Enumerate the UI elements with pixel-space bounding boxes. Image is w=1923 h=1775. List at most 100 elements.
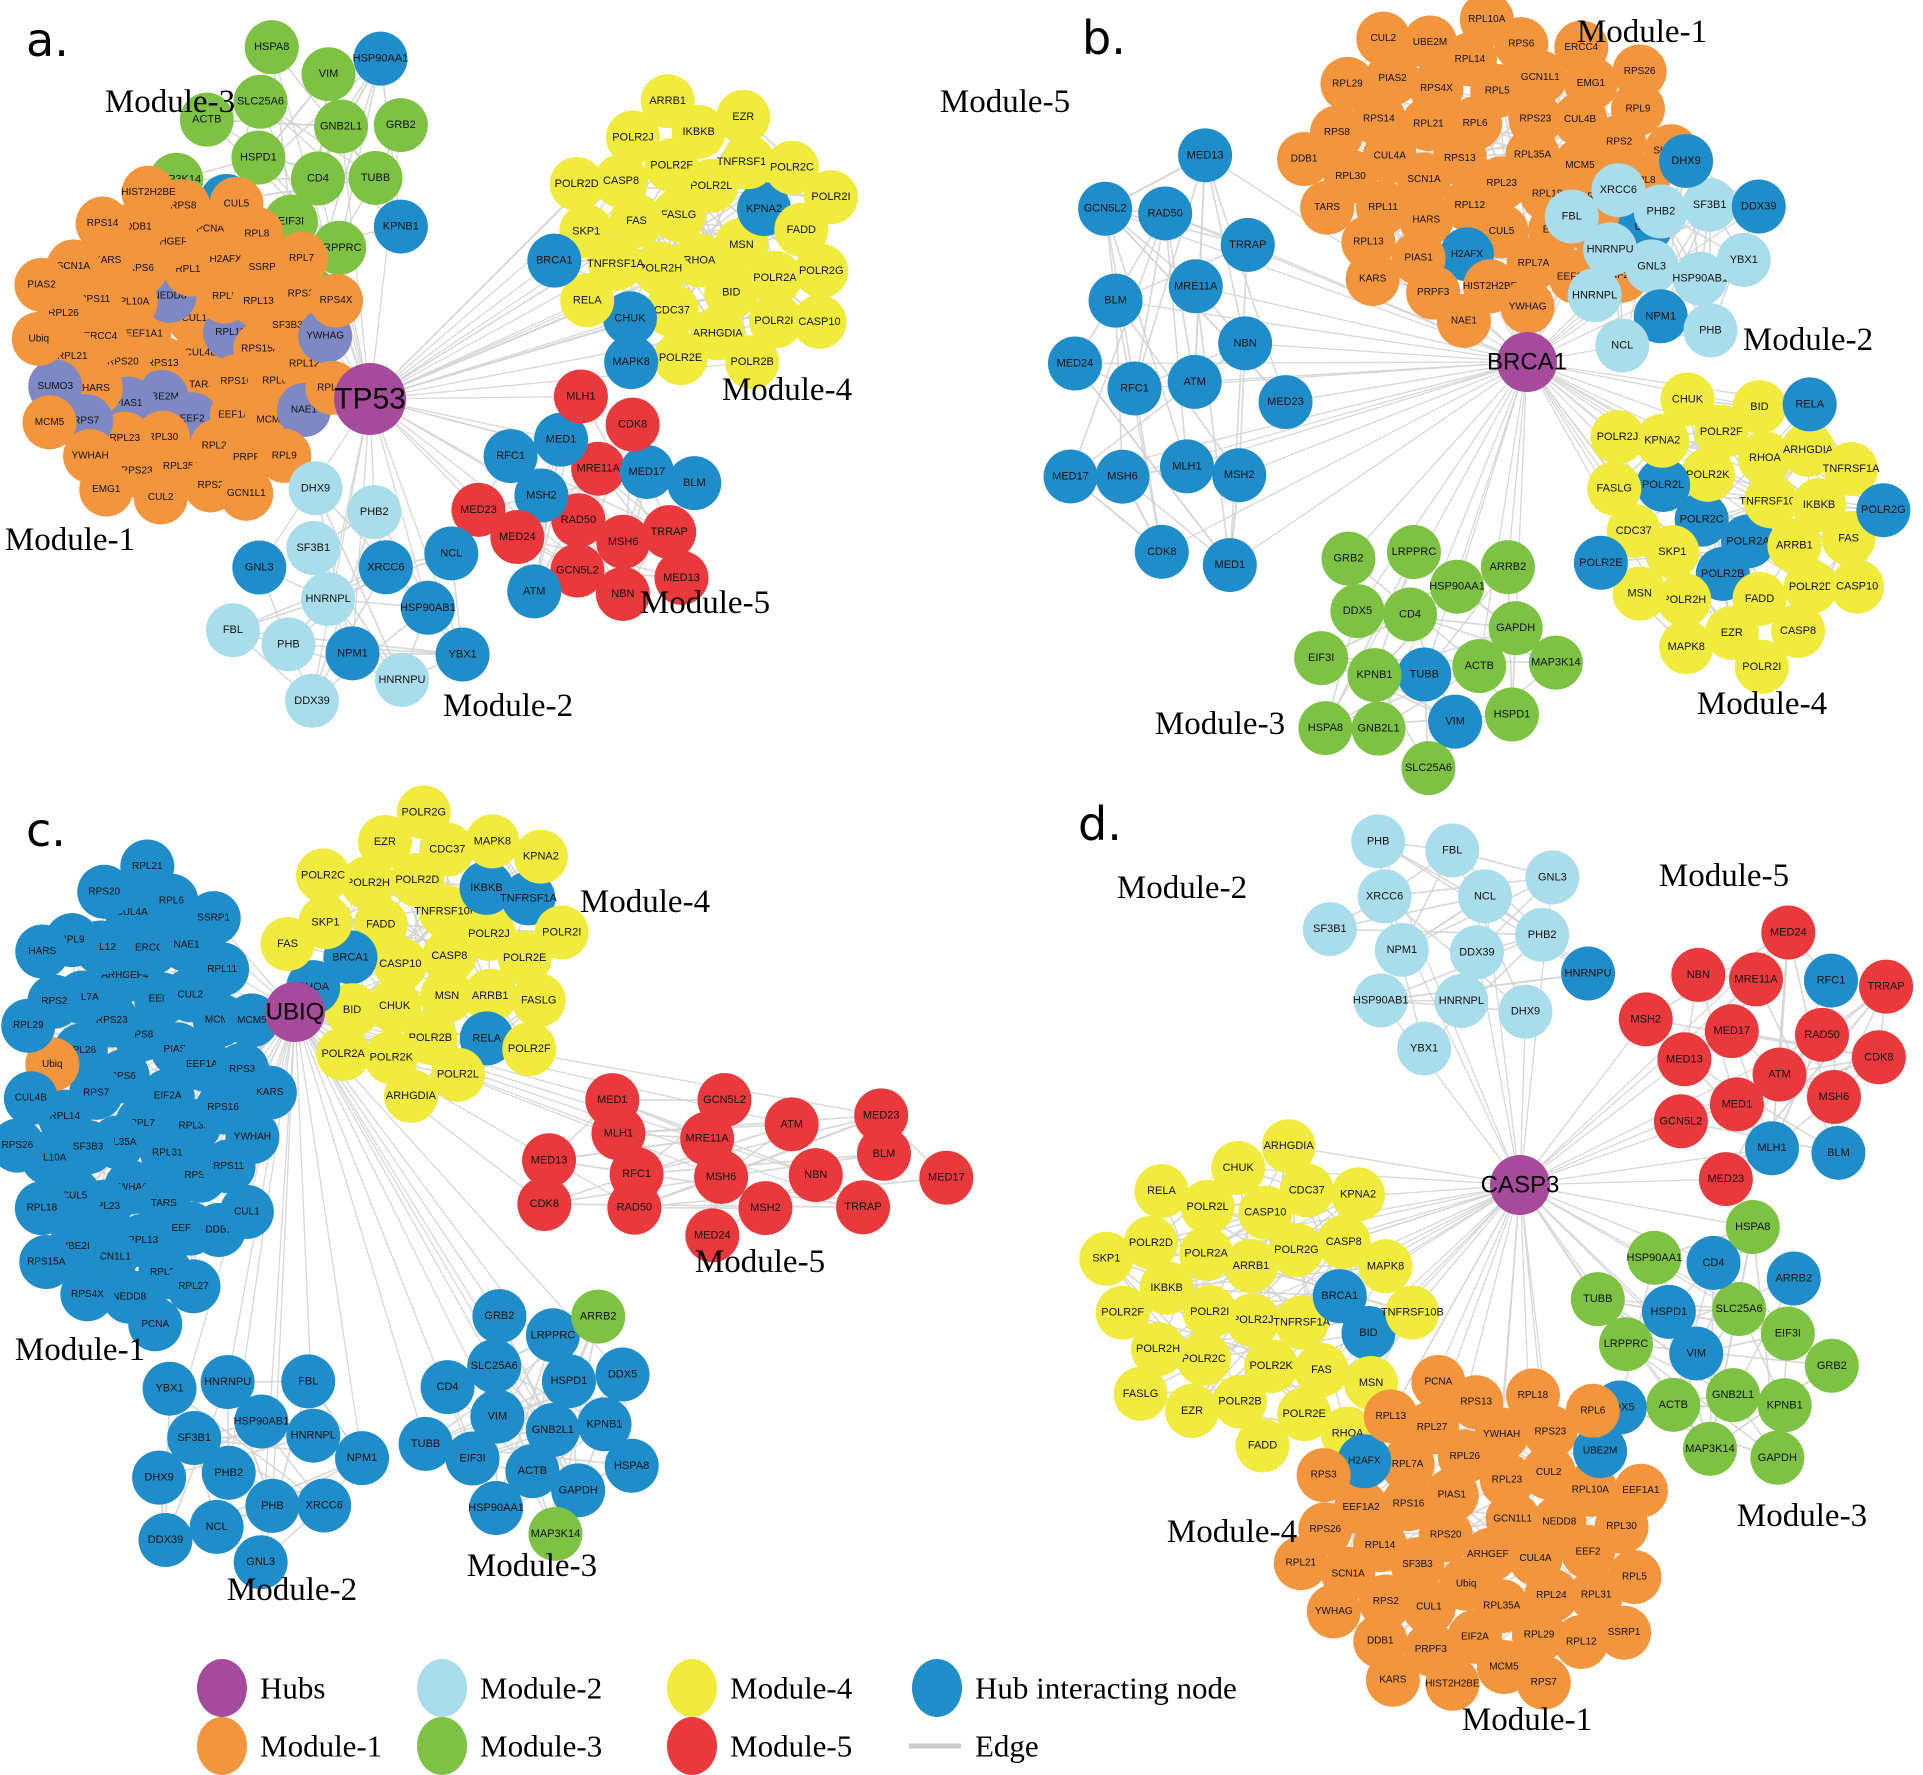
node-MAPK8[interactable]: MAPK8 — [1358, 1239, 1413, 1294]
node-circle-LRPPRC[interactable] — [1386, 525, 1441, 580]
node-circle-KPNB1[interactable] — [1757, 1378, 1812, 1433]
node-HSPD1[interactable]: HSPD1 — [1484, 687, 1539, 742]
node-POLR2J[interactable]: POLR2J — [1590, 410, 1645, 465]
node-circle-GCN5L2[interactable] — [1078, 181, 1133, 236]
node-circle-POLR2J[interactable] — [1225, 1293, 1280, 1348]
node-GCN5L2[interactable]: GCN5L2 — [1653, 1094, 1708, 1149]
node-circle-CDC37[interactable] — [644, 283, 699, 338]
node-CUL1[interactable]: CUL1 — [219, 1184, 274, 1239]
node-circle-CHUK[interactable] — [367, 979, 422, 1034]
node-EZR[interactable]: EZR — [716, 89, 771, 144]
node-MSH2[interactable]: MSH2 — [1618, 992, 1673, 1047]
node-HNRNPL[interactable]: HNRNPL — [1434, 974, 1489, 1029]
node-BID[interactable]: BID — [1732, 380, 1787, 435]
node-circle-RELA[interactable] — [1134, 1164, 1189, 1219]
node-circle-ACTB[interactable] — [179, 92, 234, 147]
hub-circle-BRCA1[interactable] — [1497, 332, 1557, 392]
node-CASP10[interactable]: CASP10 — [792, 294, 847, 349]
node-MLH1[interactable]: MLH1 — [1745, 1121, 1800, 1176]
node-SSRP1[interactable]: SSRP1 — [1597, 1605, 1652, 1660]
node-KPNB1[interactable]: KPNB1 — [373, 199, 428, 254]
node-circle-MED13[interactable] — [654, 550, 709, 605]
node-circle-RPS26[interactable] — [0, 1118, 45, 1173]
node-circle-NBN[interactable] — [1218, 316, 1273, 371]
node-circle-SLC25A6[interactable] — [1401, 741, 1456, 796]
node-circle-GAPDH[interactable] — [1488, 601, 1543, 656]
node-circle-POLR2G[interactable] — [396, 785, 451, 840]
node-circle-MRE11A[interactable] — [1729, 952, 1784, 1007]
node-circle-HSPA8[interactable] — [1725, 1200, 1780, 1255]
node-circle-CDK8[interactable] — [1134, 524, 1189, 579]
node-circle-KARS[interactable] — [242, 1065, 297, 1120]
node-circle-MED24[interactable] — [490, 510, 545, 565]
node-circle-RELA[interactable] — [459, 1011, 514, 1066]
node-circle-POLR2B[interactable] — [725, 335, 780, 390]
node-POLR2G[interactable]: POLR2G — [794, 244, 849, 299]
node-FBL[interactable]: FBL — [281, 1354, 336, 1409]
node-circle-ATM[interactable] — [1167, 354, 1222, 409]
node-circle-RAD50[interactable] — [1795, 1007, 1850, 1062]
node-circle-RPL29[interactable] — [1, 998, 56, 1053]
node-TUBB[interactable]: TUBB — [348, 150, 403, 205]
node-circle-MAP3K14[interactable] — [528, 1506, 583, 1561]
node-circle-GCN1L1[interactable] — [219, 466, 274, 521]
node-circle-GCN5L2[interactable] — [1653, 1094, 1708, 1149]
node-circle-DHX9[interactable] — [1659, 133, 1714, 188]
node-circle-FBL[interactable] — [205, 603, 260, 658]
node-MED13[interactable]: MED13 — [1178, 128, 1233, 183]
node-circle-TUBB[interactable] — [398, 1416, 453, 1471]
hub-circle-UBIQ[interactable] — [265, 982, 325, 1042]
node-circle-VIM[interactable] — [1669, 1326, 1724, 1381]
node-LRPPRC[interactable]: LRPPRC — [1599, 1317, 1654, 1372]
node-circle-CD4[interactable] — [420, 1360, 475, 1415]
node-circle-CUL5[interactable] — [209, 176, 264, 231]
node-circle-LRPPRC[interactable] — [525, 1308, 580, 1363]
node-circle-MSH2[interactable] — [1212, 448, 1267, 503]
node-circle-POLR2I[interactable] — [534, 905, 589, 960]
node-circle-RPS16[interactable] — [1381, 1477, 1436, 1532]
node-VIM[interactable]: VIM — [1428, 694, 1483, 749]
node-circle-FASLG[interactable] — [1587, 461, 1642, 516]
node-FBL[interactable]: FBL — [205, 603, 260, 658]
node-circle-POLR2E[interactable] — [653, 331, 708, 386]
node-circle-IKBKB[interactable] — [459, 860, 514, 915]
node-circle-NPM1[interactable] — [1374, 922, 1429, 977]
node-circle-RELA[interactable] — [1782, 377, 1837, 432]
node-circle-LRPPRC[interactable] — [1599, 1317, 1654, 1372]
node-circle-MED17[interactable] — [619, 444, 674, 499]
node-KARS[interactable]: KARS — [1345, 252, 1400, 307]
node-RELA[interactable]: RELA — [1782, 377, 1837, 432]
node-circle-TUBB[interactable] — [1397, 647, 1452, 702]
node-circle-RPL13[interactable] — [1363, 1389, 1418, 1444]
node-EIF3I[interactable]: EIF3I — [1294, 631, 1349, 686]
node-UBE2M[interactable]: UBE2M — [1403, 15, 1458, 70]
node-circle-FADD[interactable] — [1235, 1418, 1290, 1473]
node-circle-NAE1[interactable] — [1436, 293, 1491, 348]
node-circle-PCNA[interactable] — [128, 1297, 183, 1352]
node-GCN5L2[interactable]: GCN5L2 — [697, 1073, 752, 1128]
node-circle-RPL27[interactable] — [166, 1259, 221, 1314]
node-circle-PHB2[interactable] — [1515, 907, 1570, 962]
node-NBN[interactable]: NBN — [1218, 316, 1273, 371]
node-circle-TRRAP[interactable] — [836, 1180, 891, 1235]
node-circle-KPNB1[interactable] — [1347, 648, 1402, 703]
node-circle-MSH6[interactable] — [1806, 1069, 1861, 1124]
node-NCL[interactable]: NCL — [1457, 869, 1512, 924]
node-CUL4B[interactable]: CUL4B — [3, 1071, 58, 1126]
node-YBX1[interactable]: YBX1 — [1716, 232, 1771, 287]
node-RPL18[interactable]: RPL18 — [1505, 1368, 1560, 1423]
node-circle-RPL7[interactable] — [274, 231, 329, 286]
node-circle-FAS[interactable] — [260, 916, 315, 971]
node-circle-HNRNPU[interactable] — [200, 1354, 255, 1409]
node-circle-UBE2M[interactable] — [1573, 1424, 1628, 1479]
node-circle-ACTB[interactable] — [505, 1444, 560, 1499]
node-circle-RPL6[interactable] — [1565, 1383, 1620, 1438]
node-circle-ARRB1[interactable] — [1223, 1238, 1278, 1293]
node-circle-POLR2D[interactable] — [549, 157, 604, 212]
node-MLH1[interactable]: MLH1 — [1159, 439, 1214, 494]
node-circle-RPS4X[interactable] — [60, 1267, 115, 1322]
node-YBX1[interactable]: YBX1 — [1397, 1021, 1452, 1076]
node-circle-ARHGDIA[interactable] — [1261, 1119, 1316, 1174]
node-GRB2[interactable]: GRB2 — [472, 1289, 527, 1344]
node-circle-SF3B1[interactable] — [1302, 902, 1357, 957]
